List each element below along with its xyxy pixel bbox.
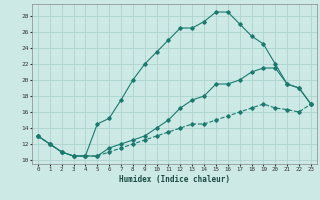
X-axis label: Humidex (Indice chaleur): Humidex (Indice chaleur) [119, 175, 230, 184]
